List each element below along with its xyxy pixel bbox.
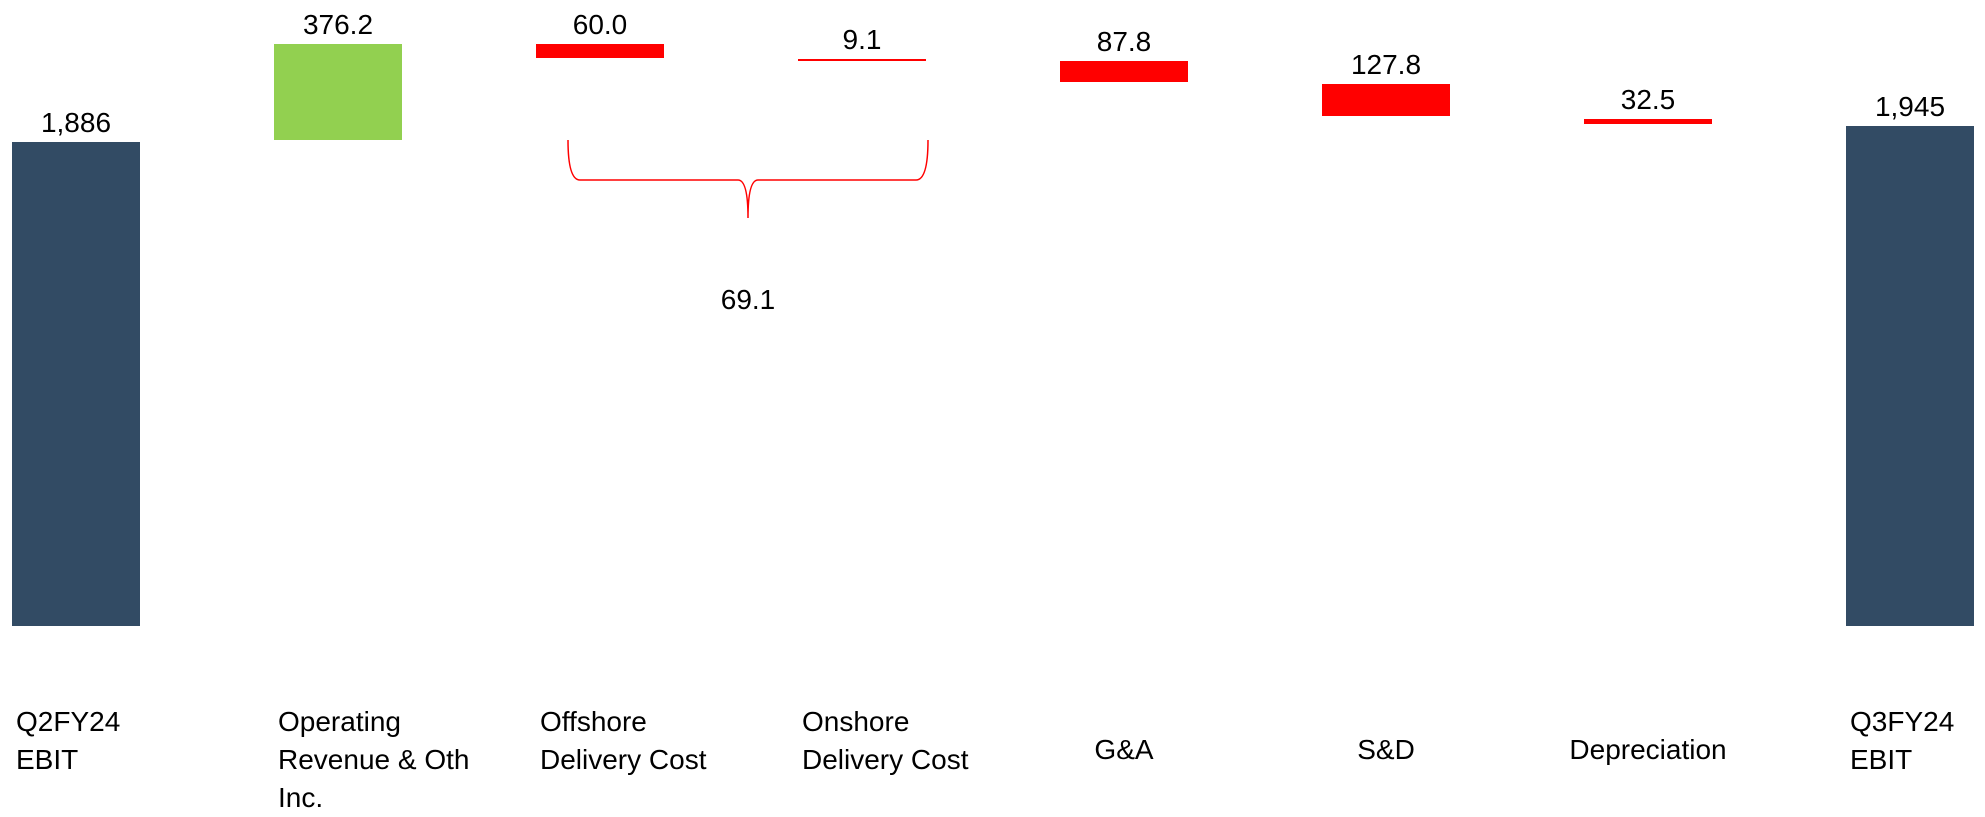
- data-label-1: 376.2: [303, 9, 373, 40]
- category-label-4: G&A: [1094, 734, 1154, 765]
- data-label-4: 87.8: [1097, 26, 1152, 57]
- bar-6: [1584, 119, 1712, 124]
- bar-4: [1060, 61, 1188, 82]
- data-label-3: 9.1: [843, 24, 882, 55]
- category-label-2: Offshore Delivery Cost: [540, 706, 707, 775]
- data-label-7: 1,945: [1875, 91, 1945, 122]
- category-label-5: S&D: [1357, 734, 1415, 765]
- bar-5: [1322, 84, 1450, 116]
- category-label-0: Q2FY24 EBIT: [16, 706, 121, 775]
- category-label-6: Depreciation: [1569, 734, 1727, 765]
- data-label-0: 1,886: [41, 107, 111, 138]
- group-total-label: 69.1: [721, 284, 776, 315]
- bar-0: [12, 142, 140, 626]
- bar-7: [1846, 126, 1974, 626]
- bar-2: [536, 44, 664, 58]
- group-brace: [567, 139, 929, 219]
- category-label-1: Operating Revenue & Oth Inc.: [278, 706, 470, 813]
- bar-1: [274, 44, 402, 140]
- bar-3: [798, 59, 926, 61]
- category-label-7: Q3FY24 EBIT: [1850, 706, 1955, 775]
- data-label-6: 32.5: [1621, 84, 1676, 115]
- data-label-2: 60.0: [573, 9, 628, 40]
- category-label-3: Onshore Delivery Cost: [802, 706, 969, 775]
- data-label-5: 127.8: [1351, 49, 1421, 80]
